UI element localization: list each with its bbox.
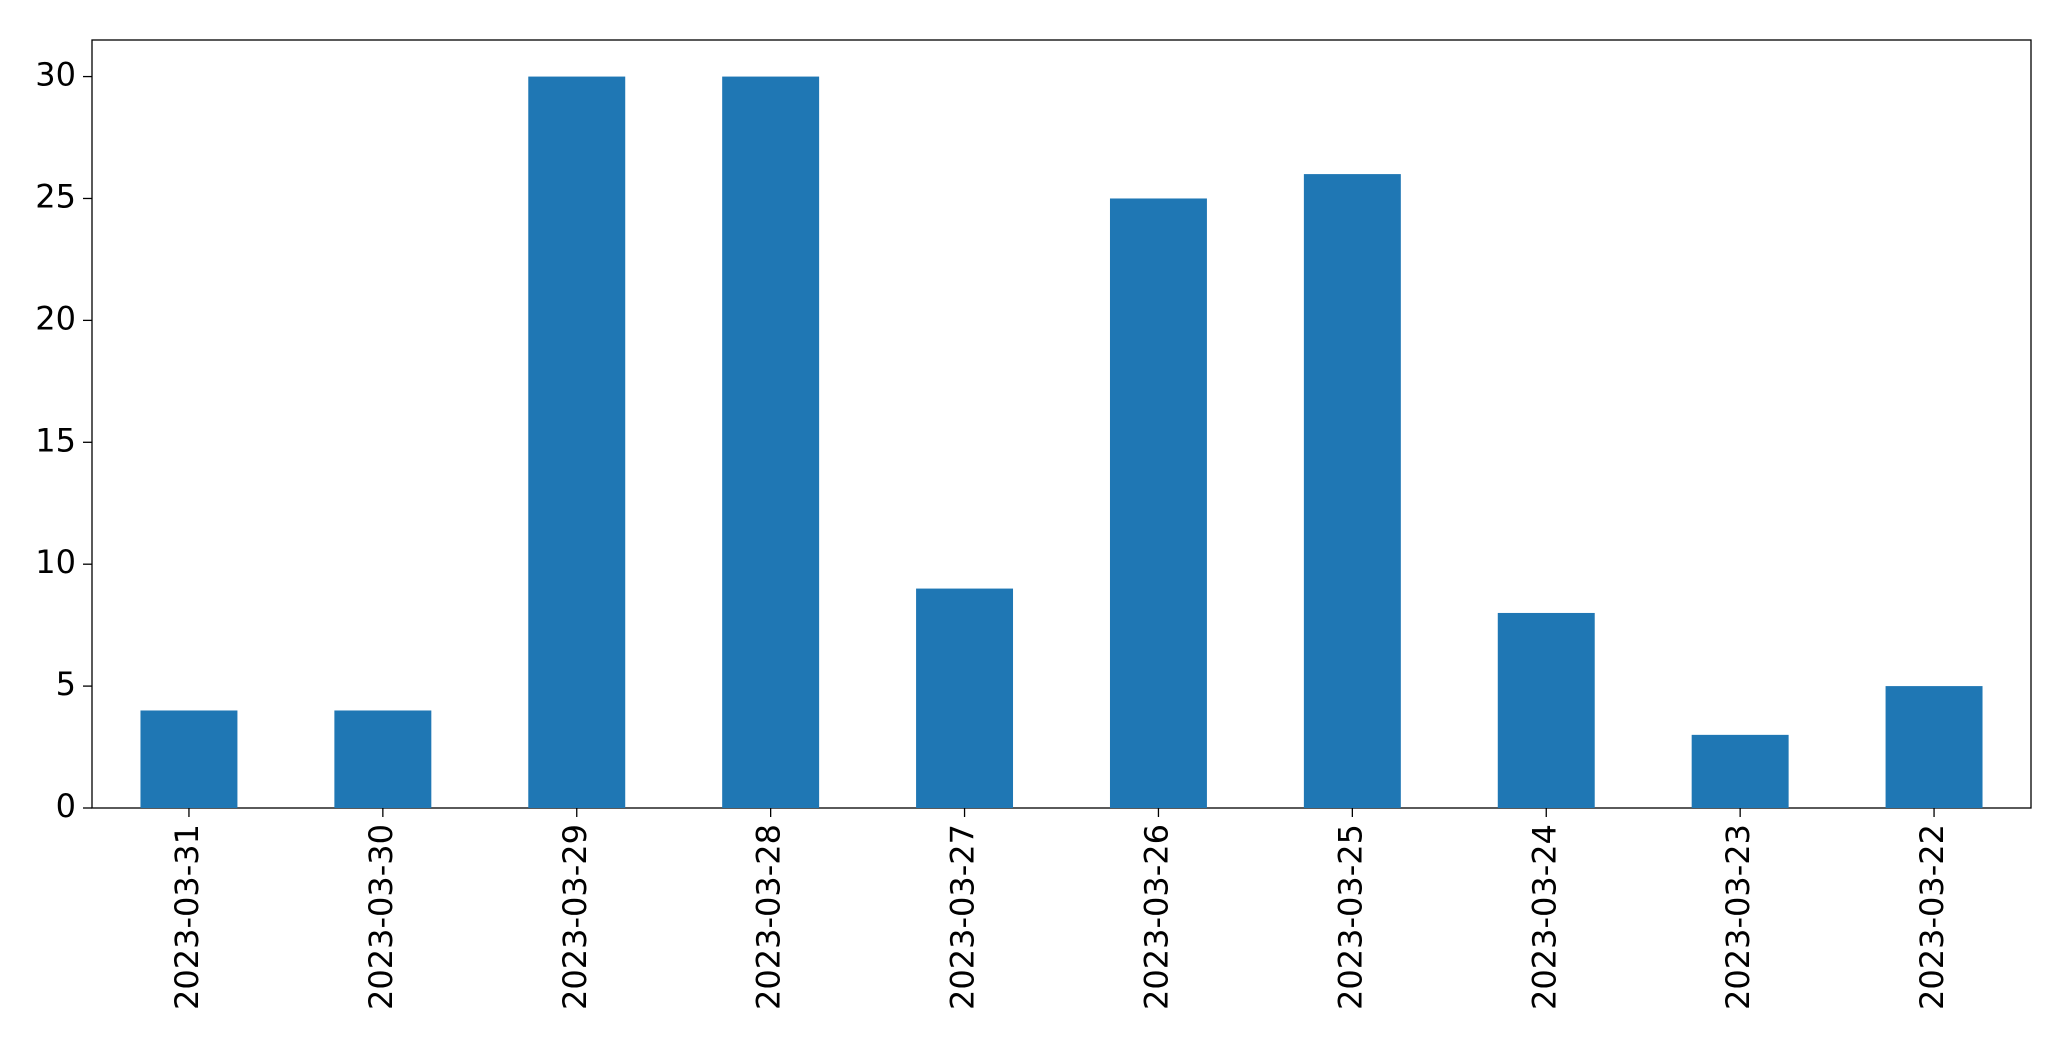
y-tick-label: 30 <box>35 56 76 94</box>
x-tick-label: 2023-03-24 <box>1525 824 1563 1010</box>
x-tick-label: 2023-03-29 <box>556 824 594 1010</box>
x-tick-label: 2023-03-28 <box>750 824 788 1010</box>
plot-frame <box>91 39 2032 809</box>
x-tick-label: 2023-03-22 <box>1913 824 1951 1010</box>
bar <box>1497 612 1595 808</box>
bar <box>722 76 820 809</box>
y-tick-label: 10 <box>35 543 76 581</box>
x-tick-label: 2023-03-27 <box>944 824 982 1010</box>
y-tick-label: 20 <box>35 299 76 337</box>
bar <box>140 710 238 808</box>
y-tick-label: 5 <box>56 665 76 703</box>
y-tick-label: 25 <box>35 177 76 215</box>
bar <box>334 710 432 808</box>
x-tick-label: 2023-03-31 <box>168 824 206 1010</box>
bar <box>916 588 1014 808</box>
bar <box>1303 174 1401 809</box>
x-tick-label: 2023-03-25 <box>1331 824 1369 1010</box>
y-tick-label: 0 <box>56 787 76 825</box>
bar <box>1109 198 1207 808</box>
y-tick-label: 15 <box>35 421 76 459</box>
bar <box>1885 686 1983 808</box>
bar <box>528 76 626 809</box>
bar <box>1691 734 1789 808</box>
x-tick-label: 2023-03-23 <box>1719 824 1757 1010</box>
x-tick-label: 2023-03-30 <box>362 824 400 1010</box>
x-tick-label: 2023-03-26 <box>1137 824 1175 1010</box>
